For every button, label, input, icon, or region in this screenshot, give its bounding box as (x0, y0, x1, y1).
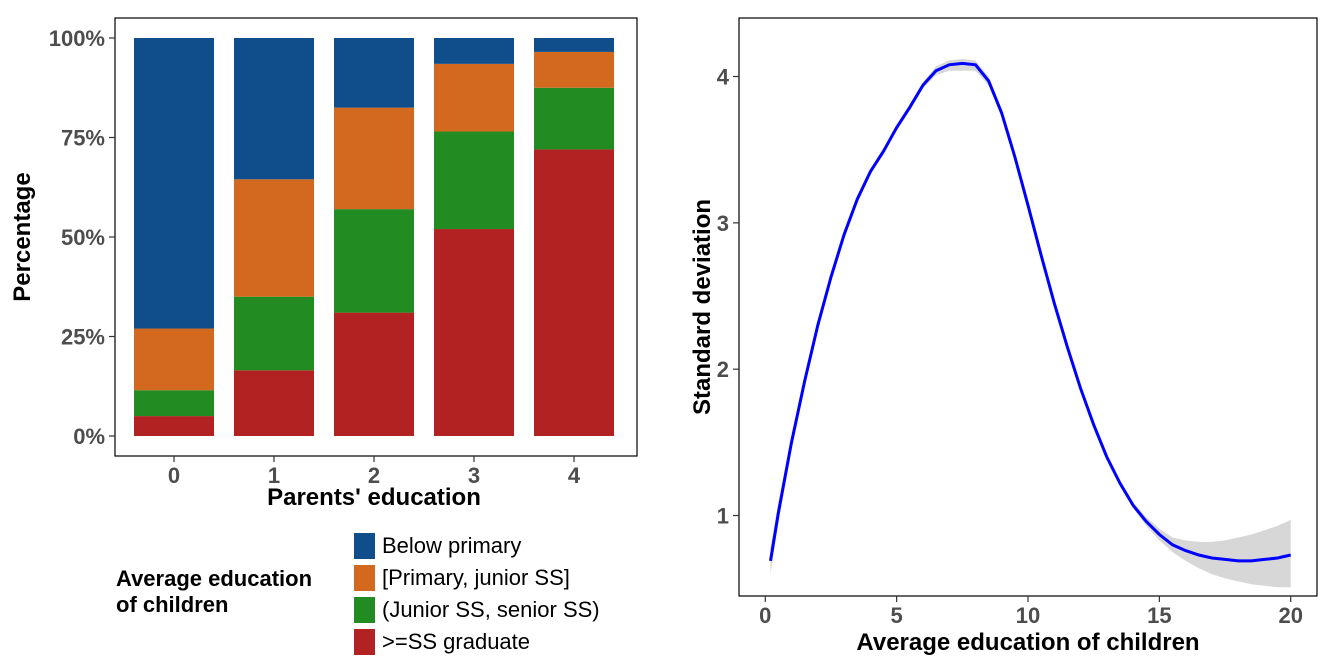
bar-segment-1-2 (234, 179, 314, 297)
bar-y-axis-title: Percentage (9, 172, 36, 301)
bar-segment-0-3 (134, 38, 214, 329)
bar-segment-3-0 (434, 229, 514, 436)
bar-x-axis-title: Parents' education (267, 484, 481, 511)
bar-y-tick-label: 0% (73, 424, 105, 449)
line-x-tick-label: 10 (1016, 603, 1040, 628)
legend-label: Below primary (382, 533, 521, 558)
line-x-tick-label: 0 (759, 603, 771, 628)
line-x-ticks: 0 5 10 15 20 (759, 596, 1303, 628)
bar-segment-1-0 (234, 370, 314, 436)
bar-x-tick-label: 3 (468, 463, 480, 488)
bar-segment-4-1 (534, 87, 614, 150)
bar-y-ticks: 0% 25% 50% 75% 100% (49, 26, 115, 449)
bar-y-tick-label: 75% (61, 126, 105, 151)
bar-segment-1-3 (234, 38, 314, 180)
bar-segment-3-1 (434, 131, 514, 230)
bar-y-tick-label: 50% (61, 225, 105, 250)
bar-segment-2-1 (334, 209, 414, 313)
legend-label: >=SS graduate (382, 629, 530, 654)
bar-segment-2-0 (334, 312, 414, 436)
bar-segment-3-2 (434, 63, 514, 132)
bar-legend: Average education of children Below prim… (116, 533, 600, 655)
bar-marks (134, 38, 614, 436)
bar-segment-0-2 (134, 328, 214, 391)
line-y-axis-title: Standard deviation (689, 199, 716, 415)
line-plot-panel (738, 17, 1318, 597)
bar-x-tick-label: 0 (168, 463, 180, 488)
bar-segment-4-2 (534, 51, 614, 88)
bar-segment-0-0 (134, 416, 214, 436)
line-x-axis-title: Average education of children (856, 629, 1199, 656)
line-chart: 0 5 10 15 20 1 2 3 4 Average education of child… (689, 17, 1318, 656)
line-y-tick-label: 3 (717, 211, 729, 236)
smoothed-line (769, 61, 1292, 563)
legend-key (354, 533, 375, 559)
legend-title-line-2: of children (116, 592, 228, 617)
line-x-tick-label: 15 (1147, 603, 1171, 628)
legend-key (354, 565, 375, 591)
line-y-tick-label: 2 (717, 357, 729, 382)
line-y-tick-label: 1 (717, 504, 729, 529)
stacked-bar-chart: 0% 25% 50% 75% 100% 0 1 2 3 4 Parents' education… (9, 17, 638, 655)
bar-segment-1-1 (234, 296, 314, 371)
bar-x-tick-label: 2 (368, 463, 380, 488)
legend-key (354, 597, 375, 623)
bar-segment-2-3 (334, 38, 414, 108)
line-x-tick-label: 20 (1278, 603, 1302, 628)
bar-segment-3-3 (434, 38, 514, 64)
legend-key (354, 629, 375, 655)
bar-y-tick-label: 25% (61, 325, 105, 350)
bar-y-tick-label: 100% (49, 26, 105, 51)
bar-segment-2-2 (334, 107, 414, 210)
bar-segment-4-3 (534, 38, 614, 52)
bar-x-ticks: 0 1 2 3 4 (168, 456, 581, 488)
line-x-tick-label: 5 (891, 603, 903, 628)
line-y-tick-label: 4 (717, 65, 730, 90)
legend-label: (Junior SS, senior SS) (382, 597, 600, 622)
bar-segment-4-0 (534, 149, 614, 436)
line-y-ticks: 1 2 3 4 (717, 65, 739, 529)
bar-x-tick-label: 4 (568, 463, 581, 488)
bar-x-tick-label: 1 (268, 463, 280, 488)
legend-title-line-1: Average education (116, 566, 312, 591)
legend-label: [Primary, junior SS] (382, 565, 570, 590)
bar-segment-0-1 (134, 390, 214, 417)
